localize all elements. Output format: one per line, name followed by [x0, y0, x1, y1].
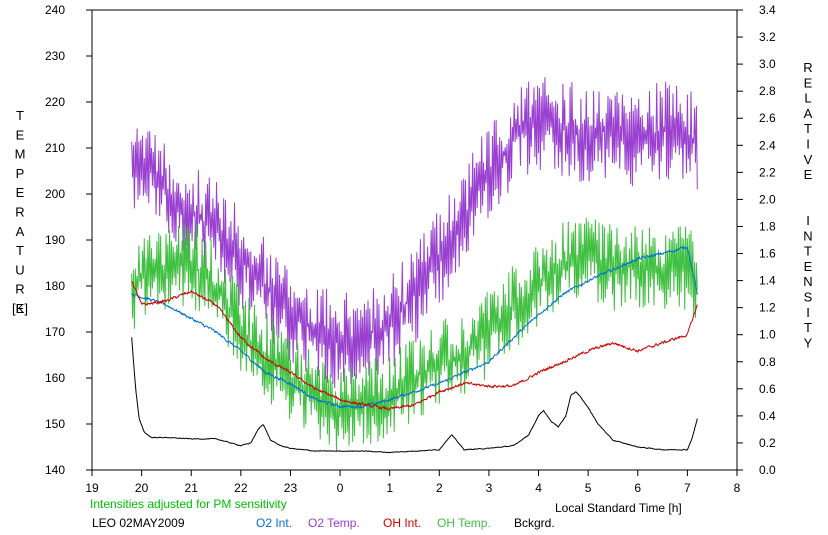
series-line-oh-int	[131, 280, 698, 411]
left-y-tick-label: 150	[45, 417, 65, 431]
left-y-tick-label: 180	[45, 279, 65, 293]
legend-entry: O2 Temp.	[308, 516, 360, 530]
left-y-tick-label: 170	[45, 325, 65, 339]
right-y-tick-label: 2.2	[759, 165, 776, 179]
legend-entry: Bckgrd.	[514, 516, 555, 530]
station-date-label: LEO 02MAY2009	[92, 516, 185, 530]
x-tick-label: 8	[734, 481, 741, 495]
left-y-tick-label: 230	[45, 49, 65, 63]
left-y-axis: 140 150 160 170 180 190 200 210 220 230 240	[45, 3, 92, 477]
x-tick-label: 1	[386, 481, 393, 495]
sensitivity-annotation: Intensities adjusted for PM sensitivity	[90, 497, 287, 511]
right-y-tick-label: 3.4	[759, 3, 776, 17]
right-y-tick-label: 2.6	[759, 111, 776, 125]
series-line-oh-temp	[131, 217, 698, 451]
x-tick-label: 4	[535, 481, 542, 495]
right-y-tick-label: 1.6	[759, 247, 776, 261]
series-line-o2-temp	[131, 77, 698, 389]
left-y-tick-label: 210	[45, 141, 65, 155]
legend-entry: OH Int.	[383, 516, 421, 530]
right-y-tick-label: 2.8	[759, 84, 776, 98]
right-y-tick-label: 0.4	[759, 409, 776, 423]
x-tick-label: 21	[185, 481, 199, 495]
legend-entry: O2 Int.	[256, 516, 292, 530]
x-tick-label: 7	[684, 481, 691, 495]
x-axis-label: Local Standard Time [h]	[555, 501, 682, 515]
right-y-axis: 0.0 0.2 0.4 0.6 0.8 1.0 1.2 1.4 1.6 1.8 2.0 2.2 2.4 2…	[737, 3, 776, 477]
right-y-tick-label: 0.8	[759, 355, 776, 369]
right-y-tick-label: 0.2	[759, 436, 776, 450]
left-y-tick-label: 140	[45, 463, 65, 477]
right-y-tick-label: 0.6	[759, 382, 776, 396]
x-tick-label: 6	[634, 481, 641, 495]
right-y-tick-label: 2.0	[759, 192, 776, 206]
x-tick-label: 20	[135, 481, 149, 495]
left-y-tick-label: 160	[45, 371, 65, 385]
left-y-tick-label: 200	[45, 187, 65, 201]
x-tick-label: 19	[85, 481, 99, 495]
left-y-axis-unit: [K]	[12, 301, 28, 316]
x-tick-label: 23	[284, 481, 298, 495]
x-tick-label: 3	[486, 481, 493, 495]
left-y-tick-label: 240	[45, 3, 65, 17]
x-tick-label: 2	[436, 481, 443, 495]
left-y-tick-label: 190	[45, 233, 65, 247]
data-series-layer	[131, 77, 698, 454]
right-y-tick-label: 3.2	[759, 30, 776, 44]
series-line-o2-int	[131, 245, 698, 410]
right-y-tick-label: 0.0	[759, 463, 776, 477]
right-y-tick-label: 1.4	[759, 274, 776, 288]
left-y-tick-label: 220	[45, 95, 65, 109]
right-y-tick-label: 1.8	[759, 219, 776, 233]
x-tick-label: 0	[337, 481, 344, 495]
legend-entry: OH Temp.	[437, 516, 491, 530]
series-line-bckgrd	[131, 337, 698, 454]
legend: O2 Int. O2 Temp. OH Int. OH Temp. Bckgrd.	[256, 516, 555, 530]
x-tick-label: 22	[234, 481, 248, 495]
right-y-tick-label: 2.4	[759, 138, 776, 152]
right-y-tick-label: 1.0	[759, 328, 776, 342]
x-axis: 19 20 21 22 23 0 1 2 3 4 5 6 7 8	[85, 470, 741, 495]
right-y-tick-label: 3.0	[759, 57, 776, 71]
right-y-tick-label: 1.2	[759, 301, 776, 315]
x-tick-label: 5	[585, 481, 592, 495]
